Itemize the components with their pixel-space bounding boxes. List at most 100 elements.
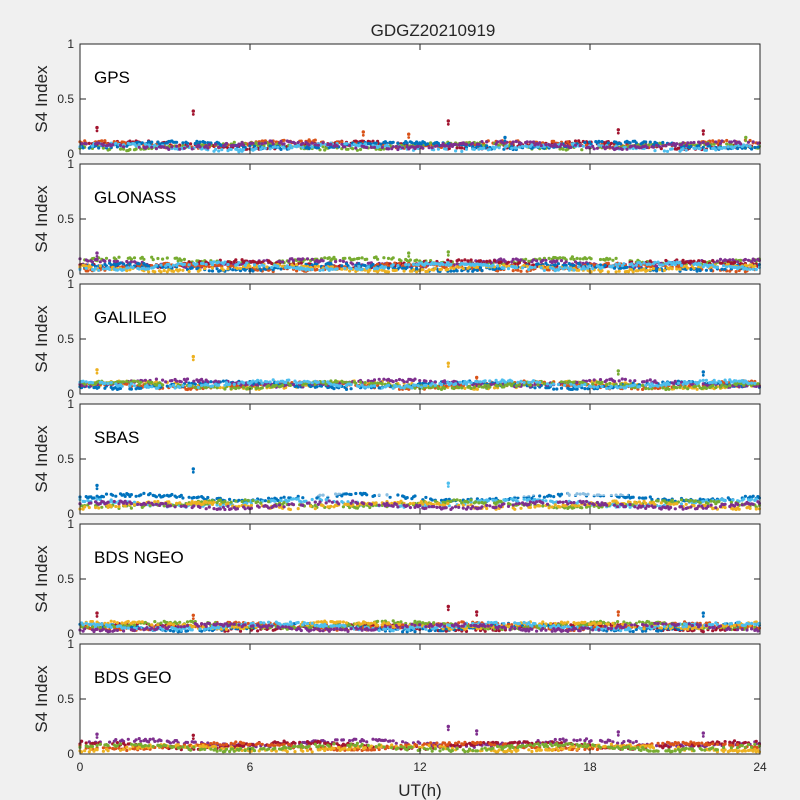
data-point [263,499,267,503]
data-point [330,267,334,271]
data-point [670,147,674,151]
data-point [648,385,652,389]
data-point [257,260,261,264]
data-point [256,378,260,382]
data-point [559,386,564,390]
data-point [369,145,373,149]
data-point [372,384,377,388]
data-point [698,141,702,145]
data-point [743,257,748,262]
data-point [718,141,723,146]
data-point [396,147,400,152]
data-point [129,493,133,497]
data-point [103,381,107,385]
data-point [563,144,567,148]
data-point [251,379,255,383]
data-point [214,142,218,146]
data-point [221,379,225,383]
data-point [226,260,230,264]
data-point [391,380,395,384]
data-point [608,257,612,261]
data-point [118,261,123,265]
data-point [123,494,127,498]
y-axis-label: S4 Index [32,65,51,133]
data-point [97,268,101,272]
data-point [588,378,592,383]
data-point [435,144,439,148]
data-point [168,265,172,269]
data-point [376,267,380,271]
data-point [538,141,542,145]
data-point [128,142,132,146]
data-point [416,144,420,148]
data-point [458,380,462,384]
data-point [678,267,682,271]
data-point [316,146,320,150]
data-point [598,494,603,498]
data-point [217,149,221,153]
data-point [150,145,154,149]
data-point [260,142,264,146]
data-point [561,147,565,151]
data-point [313,265,317,269]
data-point [301,141,305,146]
data-point [667,142,671,146]
data-point [301,257,305,261]
data-point [302,379,306,383]
data-point [100,139,104,143]
data-point [153,143,157,147]
data-point [372,494,377,498]
data-point [122,262,126,266]
data-point [161,378,165,382]
data-point [340,140,344,144]
data-point [701,373,705,377]
data-point [142,491,146,495]
data-point [502,385,506,389]
data-point [122,145,126,149]
data-point [279,147,283,151]
data-point [217,260,221,264]
panel-label: GPS [94,68,130,87]
data-point [736,260,740,264]
data-point [616,131,620,135]
data-point [171,263,176,267]
data-point [645,379,649,383]
data-point [639,262,643,267]
data-point [315,385,319,389]
data-point [446,250,450,254]
data-point [559,492,564,496]
data-point [185,377,190,381]
data-point [413,386,417,390]
data-point [617,269,621,273]
data-point [704,378,709,382]
data-point [229,260,233,265]
data-point [365,257,369,261]
data-point [695,387,699,391]
data-point [595,146,600,150]
data-point [485,386,489,390]
data-point [617,262,621,266]
data-point [192,379,196,383]
data-point [365,493,369,497]
data-point [90,144,95,148]
data-point [137,262,141,266]
data-point [147,385,151,389]
data-point [316,380,320,384]
data-point [511,257,515,261]
data-point [344,492,349,496]
data-point [228,497,232,501]
data-point [128,147,132,152]
data-point [259,268,263,272]
data-point [533,386,537,390]
data-point [549,494,553,498]
data-point [641,387,645,391]
data-point [743,494,748,498]
data-point [182,257,186,261]
data-point [556,382,561,387]
data-point [101,143,105,147]
data-point [316,143,320,147]
data-point [137,143,141,147]
data-point [457,386,461,390]
data-point [206,380,210,384]
data-point [352,257,356,261]
